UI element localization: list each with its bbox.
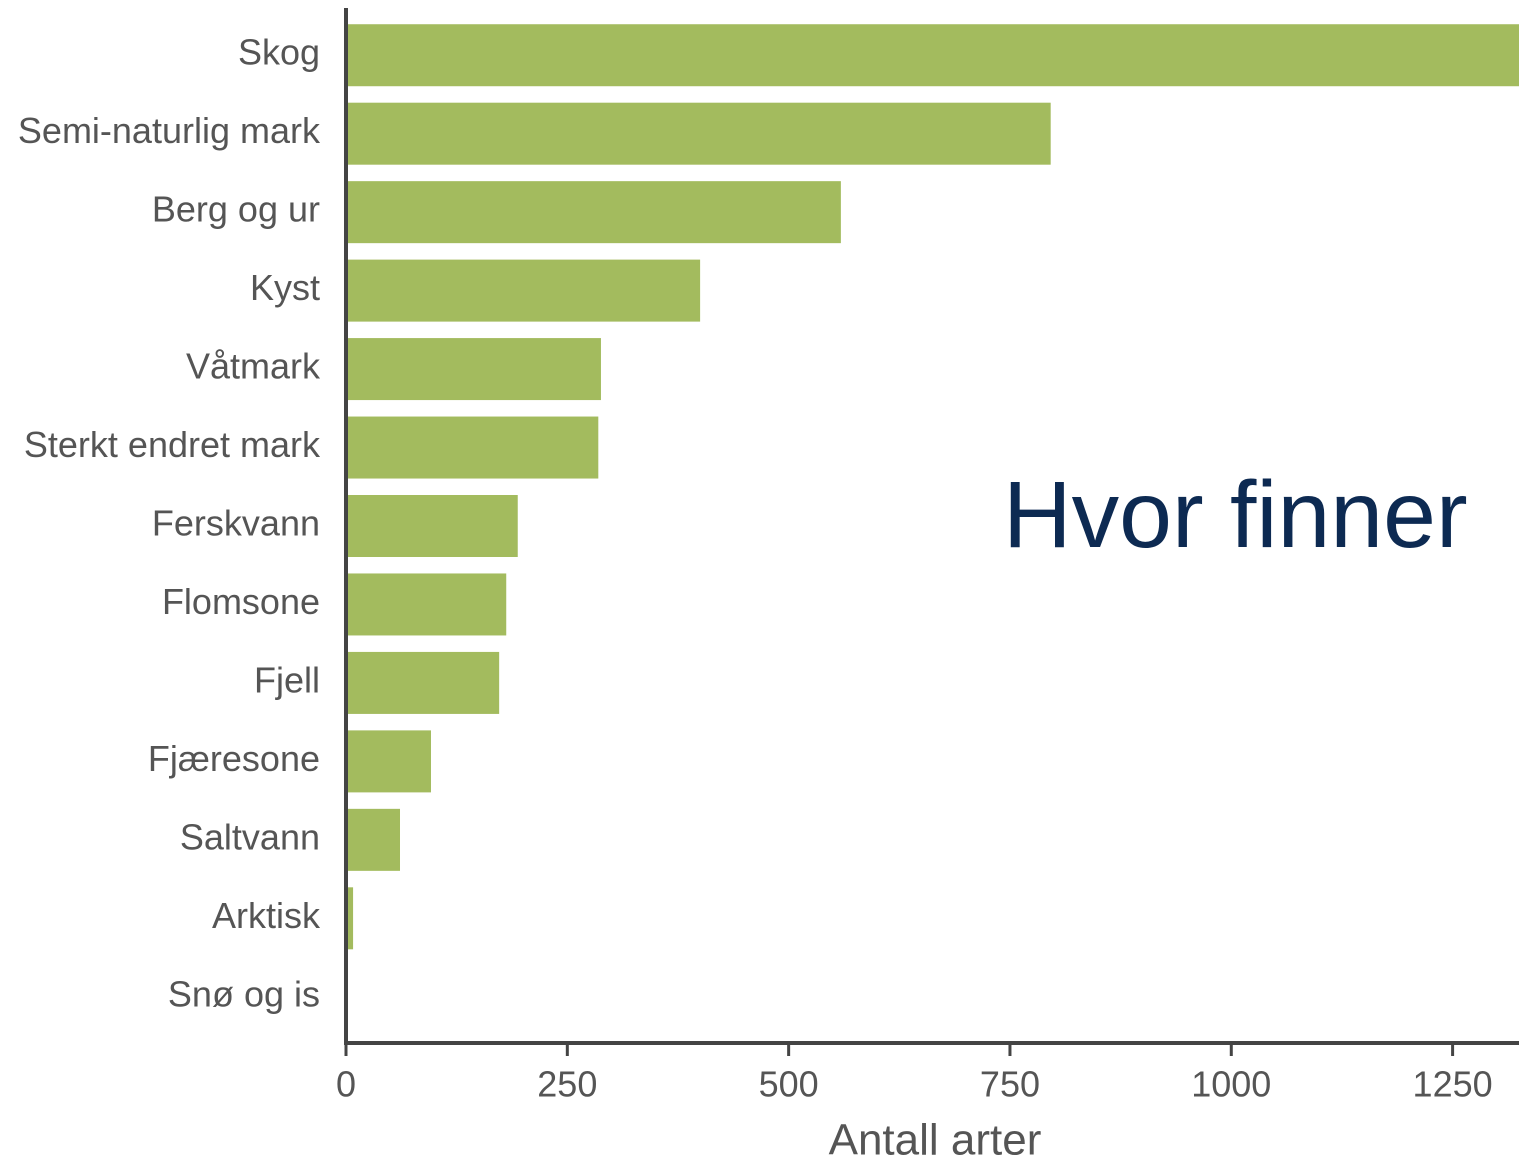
x-tick-label: 750	[980, 1064, 1040, 1105]
bar	[346, 573, 507, 636]
y-tick-label: Snø og is	[168, 973, 320, 1014]
x-tick-label: 1250	[1413, 1064, 1493, 1105]
bar	[346, 102, 1051, 165]
y-tick-label: Saltvann	[180, 816, 320, 857]
bar	[346, 495, 518, 557]
y-tick-label: Berg og ur	[152, 189, 320, 230]
bar	[346, 730, 431, 793]
y-tick-label: Fjæresone	[148, 738, 320, 779]
x-axis-label: Antall arter	[829, 1116, 1042, 1164]
x-tick-label: 1000	[1191, 1064, 1271, 1105]
y-tick-label: Flomsone	[162, 581, 320, 622]
bar	[346, 259, 701, 322]
y-tick-label: Ferskvann	[152, 503, 320, 544]
y-tick-label: Våtmark	[186, 346, 321, 387]
annotation: Hvor finner	[1003, 462, 1468, 568]
bar	[346, 416, 599, 479]
bar	[346, 808, 401, 871]
bar	[346, 338, 601, 401]
bar	[346, 651, 500, 714]
x-tick-label: 250	[537, 1064, 597, 1105]
bar	[346, 24, 1519, 87]
y-tick-label: Skog	[238, 32, 320, 73]
y-tick-label: Sterkt endret mark	[24, 424, 321, 465]
y-tick-label: Fjell	[254, 659, 320, 700]
y-tick-label: Kyst	[250, 267, 320, 308]
y-tick-label: Semi-naturlig mark	[18, 110, 321, 151]
bar	[346, 887, 354, 950]
x-tick-label: 500	[759, 1064, 819, 1105]
x-tick-label: 0	[336, 1064, 356, 1105]
plot-area	[346, 24, 1519, 1028]
bar	[346, 181, 841, 244]
y-tick-label: Arktisk	[212, 895, 321, 936]
